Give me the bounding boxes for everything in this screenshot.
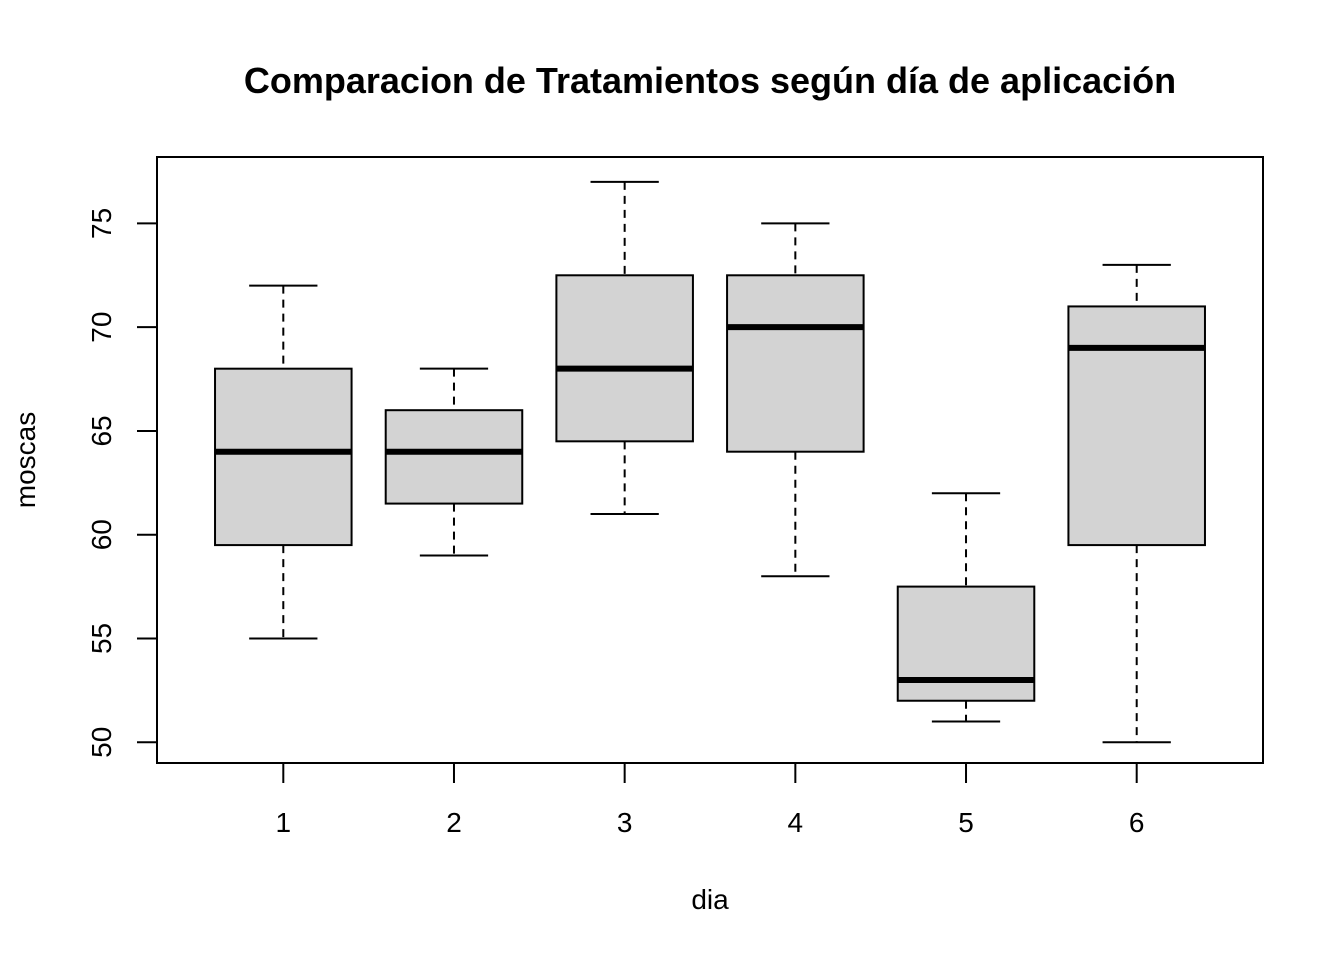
x-tick-label: 5 [958,807,974,838]
box-3 [555,180,694,515]
box-6 [1067,263,1206,744]
y-axis-label: moscas [10,412,41,508]
box-5 [896,492,1036,723]
y-axis: 50 55 60 65 70 75 [86,208,158,758]
box-2 [384,367,524,557]
iqr-box [896,585,1036,702]
chart-title: Comparacion de Tratamientos según día de… [244,60,1176,101]
y-tick-label: 70 [86,312,117,343]
y-tick-label: 50 [86,727,117,758]
y-tick-label: 75 [86,208,117,239]
x-axis-label: dia [691,884,729,915]
y-tick-label: 65 [86,415,117,446]
y-tick-label: 55 [86,623,117,654]
boxes-layer [214,180,1206,744]
iqr-box [214,367,353,547]
iqr-box [384,409,524,505]
box-4 [726,222,865,578]
x-axis: 1 2 3 4 5 6 [276,762,1145,838]
iqr-box [726,274,865,453]
y-tick-label: 60 [86,519,117,550]
x-tick-label: 6 [1129,807,1145,838]
x-tick-label: 1 [276,807,292,838]
iqr-box [555,274,694,443]
x-tick-label: 2 [446,807,462,838]
iqr-box [1067,305,1206,547]
x-tick-label: 4 [788,807,804,838]
box-1 [214,284,353,640]
x-tick-label: 3 [617,807,633,838]
